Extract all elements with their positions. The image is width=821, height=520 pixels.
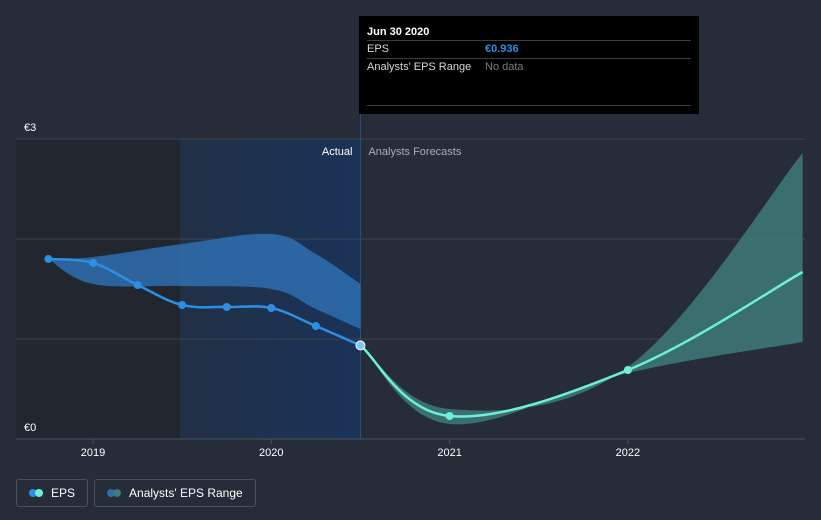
eps-actual-point: [267, 304, 276, 312]
tooltip-range-row: Analysts' EPS Range No data: [367, 58, 691, 76]
eps-actual-point: [311, 322, 320, 330]
eps-actual-point: [133, 281, 142, 289]
tooltip-date: Jun 30 2020: [367, 26, 430, 38]
range-dots-icon: [107, 489, 122, 497]
eps-actual-point: [44, 255, 53, 263]
y-axis-label-top: €3: [24, 122, 36, 134]
region-label-forecast: Analysts Forecasts: [368, 146, 461, 158]
eps-forecast-line: [359, 270, 804, 418]
legend-label-range: Analysts' EPS Range: [129, 486, 243, 500]
tooltip-range-label: Analysts' EPS Range: [367, 61, 472, 73]
eps-forecast-point: [445, 412, 454, 420]
past-shade: [16, 139, 180, 439]
legend-item-range[interactable]: Analysts' EPS Range: [94, 479, 256, 507]
eps-actual-line: [48, 257, 361, 347]
tooltip-eps-label: EPS: [367, 43, 390, 55]
x-tick-label: 2022: [616, 447, 640, 459]
eps-actual-point: [222, 303, 231, 311]
past-eps-range-band: [48, 233, 361, 329]
eps-forecast-point: [623, 366, 632, 374]
tooltip-eps-value: €0.936: [485, 43, 519, 55]
legend: EPS Analysts' EPS Range: [16, 479, 256, 507]
tooltip-range-value: No data: [485, 61, 524, 73]
eps-selected-point: [355, 340, 366, 351]
x-tick-label: 2020: [259, 447, 283, 459]
eps-dots-icon: [29, 489, 43, 497]
tooltip-eps-row: EPS €0.936: [367, 40, 691, 58]
tooltip: Jun 30 2020 EPS €0.936 Analysts' EPS Ran…: [359, 16, 699, 114]
x-tick-label: 2019: [81, 447, 105, 459]
x-tick-label: 2021: [437, 447, 461, 459]
legend-item-eps[interactable]: EPS: [16, 479, 89, 507]
eps-actual-point: [89, 259, 97, 267]
tooltip-divider: [367, 105, 691, 106]
forecast-eps-range-band: [360, 153, 803, 425]
region-label-actual: Actual: [322, 146, 353, 158]
legend-label-eps: EPS: [51, 486, 76, 500]
eps-actual-point: [178, 301, 187, 309]
y-axis-label-bottom: €0: [24, 422, 36, 434]
